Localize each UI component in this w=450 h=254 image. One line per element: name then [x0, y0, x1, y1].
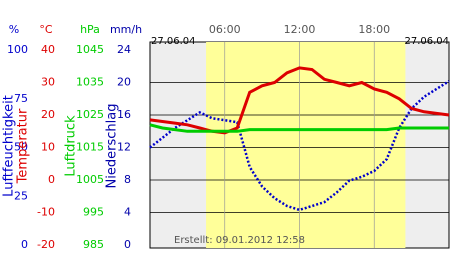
y-tick-label: 985	[83, 238, 104, 250]
y-tick-label: 995	[83, 206, 104, 219]
y-tick-label: 1015	[76, 141, 104, 154]
x-tick-label: 18:00	[358, 23, 390, 36]
x-tick-label: 06:00	[209, 23, 241, 36]
axis-unit: %	[9, 23, 19, 36]
series-line	[149, 66, 450, 135]
axis-title: Luftdruck	[64, 115, 79, 177]
date-right: 27.06.04	[404, 36, 449, 47]
axis-unit: hPa	[80, 23, 100, 36]
y-tick-label: 100	[7, 43, 28, 56]
background	[206, 42, 406, 248]
series-line	[149, 123, 449, 133]
y-tick-label: 20	[41, 108, 55, 121]
y-tick-label: 0	[124, 238, 131, 250]
axis-title: Luftfeuchtigkeit	[2, 95, 17, 197]
axis-unit: mm/h	[110, 23, 142, 36]
axis-unit: °C	[39, 23, 53, 36]
series-line	[149, 80, 450, 212]
y-tick-label: 10	[41, 141, 55, 154]
y-tick-label: 1025	[76, 108, 104, 121]
created-label: Erstellt: 09.01.2012 12:58	[174, 235, 305, 246]
daylight-band	[206, 42, 406, 248]
axis-title: Niederschlag	[105, 104, 120, 189]
y-tick-label: 75	[14, 92, 28, 105]
y-tick-label: 0	[48, 173, 55, 186]
y-tick-label: 1035	[76, 76, 104, 89]
y-tick-label: 25	[14, 189, 28, 202]
y-tick-label: 20	[117, 76, 131, 89]
y-tick-label: 30	[41, 76, 55, 89]
y-tick-label: 1045	[76, 43, 104, 56]
y-tick-label: 1005	[76, 173, 104, 186]
y-tick-label: -10	[37, 206, 55, 219]
y-tick-label: 16	[117, 108, 131, 121]
x-tick-label: 12:00	[284, 23, 316, 36]
y-tick-label: 0	[21, 238, 28, 250]
y-tick-label: 8	[124, 173, 131, 186]
y-tick-label: 50	[14, 141, 28, 154]
y-tick-label: 40	[41, 43, 55, 56]
y-tick-label: 4	[124, 206, 131, 219]
y-tick-label: 12	[117, 141, 131, 154]
axis-title: Temperatur	[16, 108, 31, 184]
y-tick-label: 24	[117, 43, 131, 56]
date-left: 27.06.04	[151, 36, 196, 47]
y-tick-label: -20	[37, 238, 55, 250]
